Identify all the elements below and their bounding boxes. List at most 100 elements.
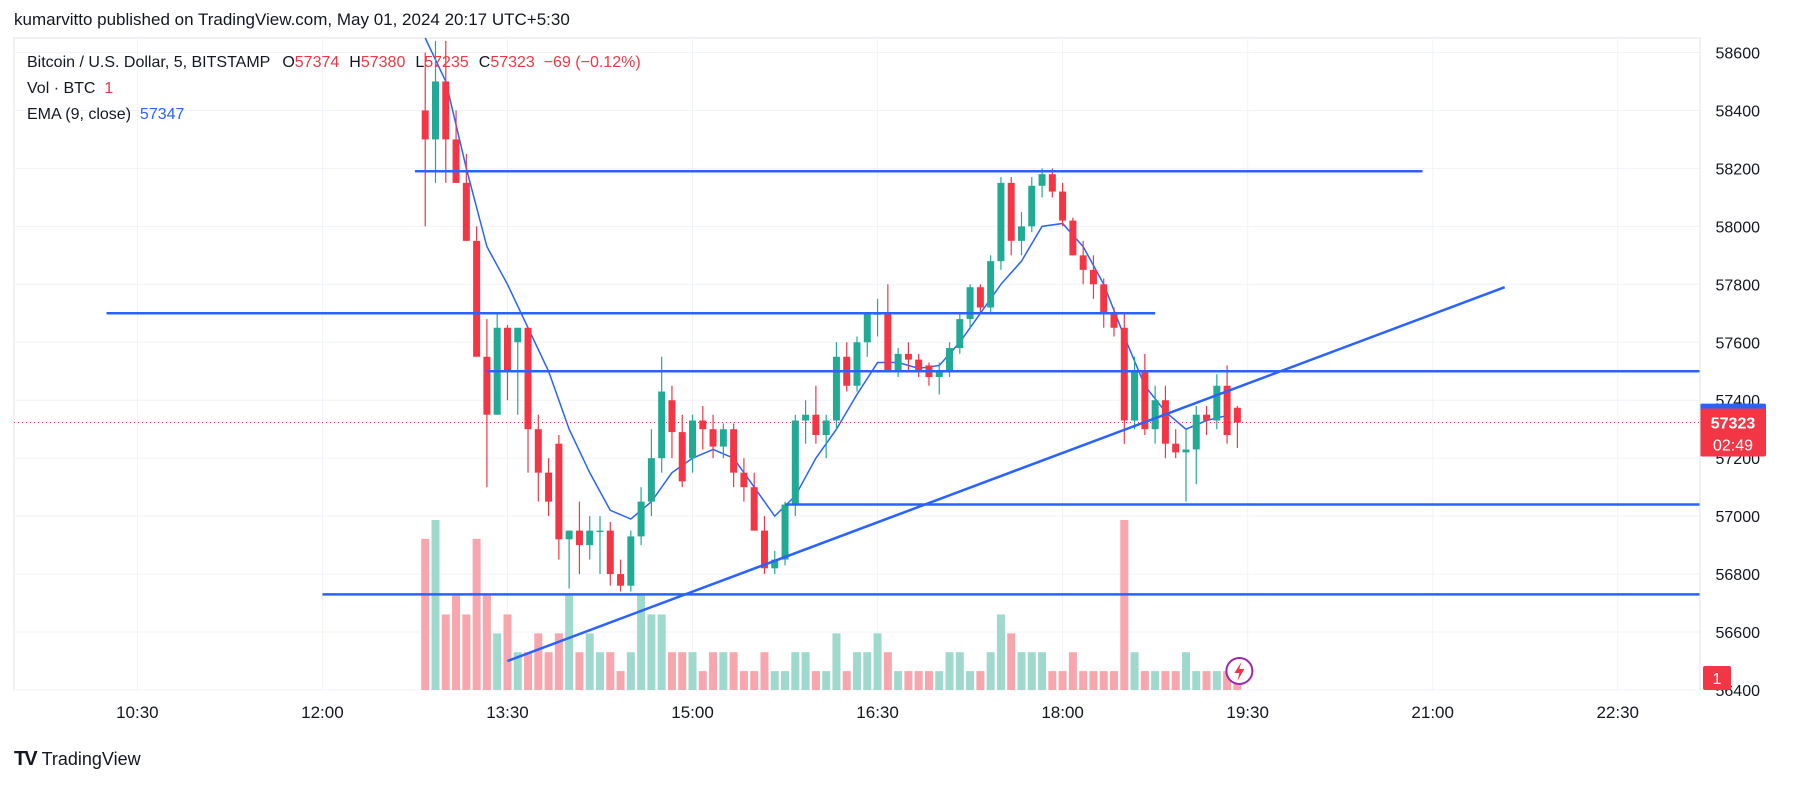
volume-bar: [688, 652, 697, 690]
drawn-lines[interactable]: [106, 170, 1700, 663]
volume-bar: [1027, 652, 1036, 690]
candle: [709, 414, 717, 459]
tradingview-logo[interactable]: TV TradingView: [14, 748, 141, 771]
candle: [1089, 255, 1097, 299]
candle: [534, 414, 542, 502]
candle-body: [966, 287, 974, 320]
candle-body: [853, 342, 861, 386]
publisher-header: kumarvitto published on TradingView.com,…: [14, 10, 570, 29]
axes: 5860058400582005800057800576005740057200…: [116, 38, 1766, 722]
candle-body: [956, 319, 964, 349]
candle-body: [812, 414, 820, 435]
candle: [771, 550, 779, 575]
volume-bar: [452, 595, 461, 690]
price-tick-label: 58600: [1716, 45, 1761, 62]
candle-body: [946, 348, 954, 372]
volume-bar: [698, 671, 707, 690]
candle-body: [678, 432, 686, 482]
volume-bar: [544, 652, 553, 690]
volume-bar: [575, 652, 584, 690]
candle: [884, 284, 892, 372]
candle-body: [432, 81, 439, 140]
volume-bar: [976, 671, 985, 690]
candle-body: [884, 313, 892, 372]
candle-body: [1048, 174, 1056, 192]
candle: [689, 414, 697, 473]
volume-bar: [729, 652, 738, 690]
candle: [1213, 374, 1221, 430]
candle-body: [1141, 371, 1149, 430]
volume-bar: [482, 595, 491, 690]
candle-body: [1110, 313, 1118, 328]
open-value: 57374: [294, 54, 340, 71]
candle: [1028, 177, 1036, 233]
candle: [863, 313, 871, 357]
volume-bar: [842, 671, 851, 690]
candle-body: [904, 353, 912, 360]
tradingview-icon: TV: [14, 748, 38, 770]
high-key: H: [349, 54, 361, 71]
volume-bar: [791, 652, 800, 690]
volume-bar: [883, 652, 892, 690]
legend-ema-row: EMA (9, close) 57347: [27, 106, 184, 124]
candle: [1203, 406, 1211, 435]
volume-bar: [1120, 520, 1129, 690]
candle: [1110, 307, 1118, 337]
volume-bar: [534, 633, 543, 690]
volume-bar: [914, 671, 923, 690]
candles: [421, 40, 1241, 592]
price-tick-label: 58200: [1716, 161, 1761, 178]
volume-bar: [513, 652, 522, 690]
close-value: 57323: [490, 54, 535, 71]
candle: [606, 521, 614, 586]
volume-bar: [760, 652, 769, 690]
time-tick-label: 10:30: [116, 703, 159, 722]
candle: [658, 356, 666, 473]
candle-body: [987, 261, 995, 308]
volume-bar: [472, 538, 481, 690]
candle: [627, 530, 635, 592]
candle-body: [894, 353, 902, 372]
volume-bar: [1223, 671, 1232, 690]
candle-body: [832, 356, 840, 421]
price-tick-label: 57600: [1716, 335, 1761, 352]
volume-bar: [1110, 671, 1119, 690]
volume-bar: [945, 652, 954, 690]
volume-bar: [832, 633, 841, 690]
candle-body: [1059, 191, 1067, 221]
volume-bar: [637, 595, 646, 690]
candle-body: [802, 414, 810, 421]
candle: [843, 342, 851, 392]
candle: [473, 226, 481, 357]
volume-bar: [524, 652, 533, 690]
candle: [976, 284, 984, 314]
candle: [617, 559, 625, 592]
volume-bar: [606, 652, 615, 690]
volume-bar: [595, 652, 604, 690]
volume-bar: [709, 652, 718, 690]
candle-body: [452, 139, 460, 183]
volume-value: 1: [104, 80, 114, 97]
candle: [987, 255, 995, 314]
candle-body: [730, 429, 738, 473]
candle: [1038, 168, 1046, 198]
candle-body: [750, 487, 758, 531]
symbol-name: Bitcoin / U.S. Dollar, 5, BITSTAMP: [27, 54, 271, 71]
candle-body: [863, 313, 871, 343]
volume-bar: [1140, 671, 1149, 690]
volume-bar: [565, 595, 574, 690]
candle: [432, 40, 439, 183]
volume-bar: [770, 671, 779, 690]
high-value: 57380: [360, 54, 406, 71]
candle: [935, 362, 943, 395]
time-tick-label: 18:00: [1041, 703, 1084, 722]
candle: [565, 530, 573, 589]
candle: [1131, 356, 1139, 430]
volume-bar: [853, 652, 861, 690]
candle-body: [462, 182, 470, 241]
candle: [1233, 406, 1241, 449]
time-tick-label: 15:00: [671, 703, 714, 722]
volume-bar: [873, 633, 882, 690]
candle: [493, 313, 501, 415]
